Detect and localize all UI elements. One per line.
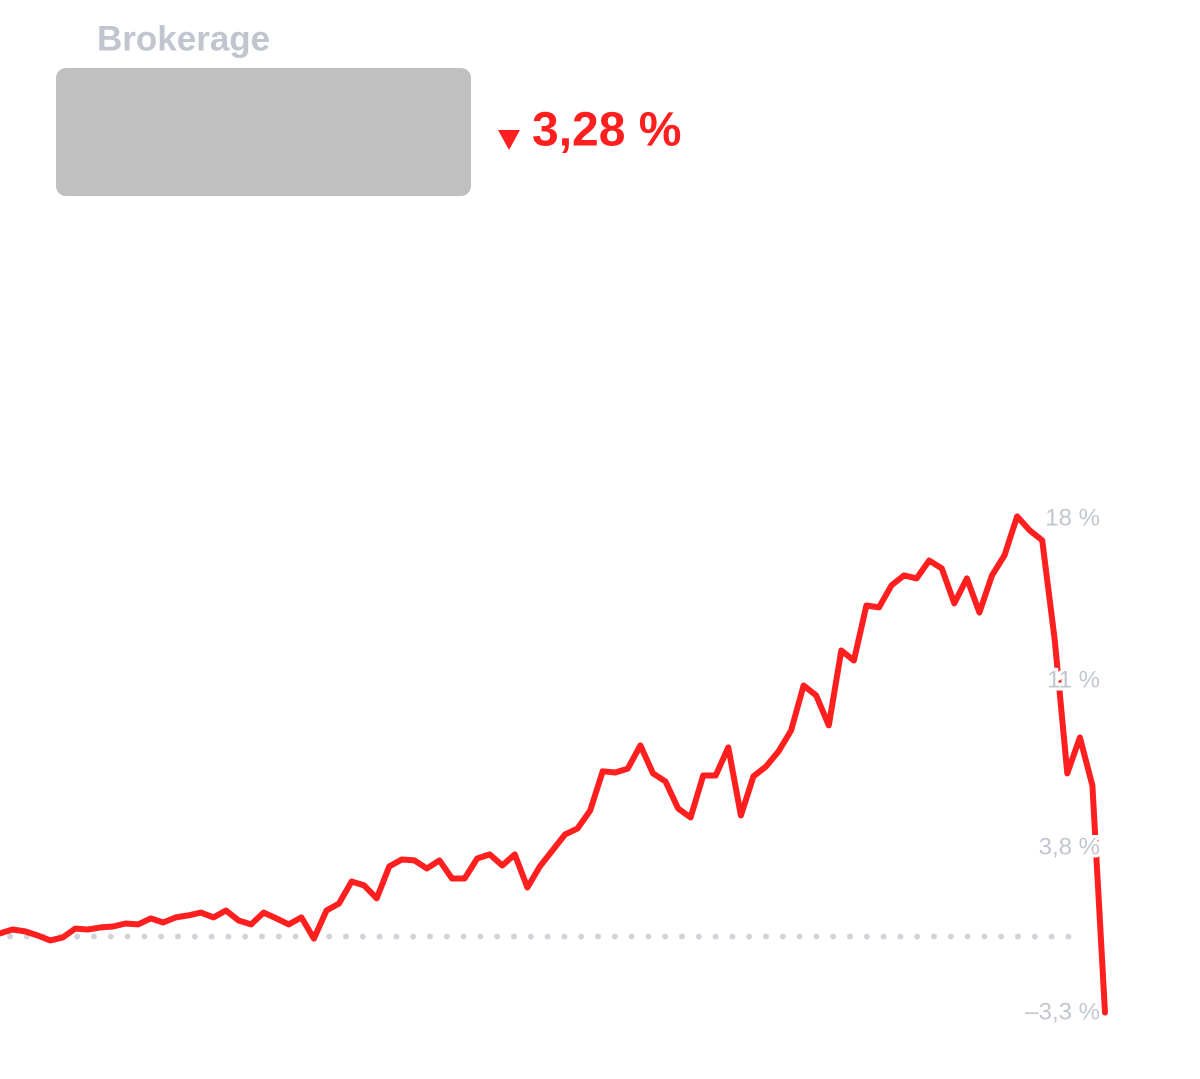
y-tick-label: 3,8 % [1039,834,1100,861]
y-tick-label: –3,3 % [1025,998,1100,1025]
change-label: 3,28 % [532,104,681,157]
change-arrow [498,130,520,150]
redacted-balance [56,68,471,196]
account-title: Brokerage [97,19,270,58]
price-line [0,513,1108,1016]
y-tick-label: 11 % [1047,667,1100,694]
y-tick-label: 18 % [1045,504,1100,531]
